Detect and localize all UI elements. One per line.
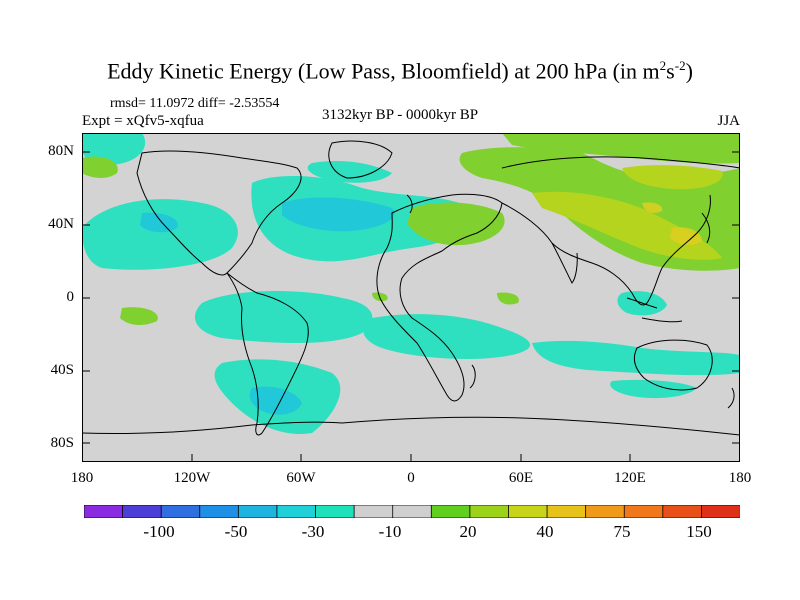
colorbar-label: 40 — [536, 522, 554, 541]
colorbar-swatch — [315, 504, 355, 519]
colorbar-label: 20 — [459, 522, 477, 541]
colorbar-swatch — [353, 504, 394, 519]
colorbar-swatch — [392, 504, 432, 519]
lat-label: 80S — [50, 435, 74, 451]
colorbar-swatch — [469, 504, 510, 519]
map-panel — [81, 133, 741, 462]
colorbar-label: -50 — [224, 522, 248, 541]
positive-anomaly-core — [532, 165, 723, 260]
colorbar-label: -100 — [143, 522, 175, 541]
lon-label: 180 — [728, 470, 752, 486]
colorbar-swatch — [585, 504, 625, 519]
season-label: JJA — [717, 113, 740, 129]
stats-line: rmsd= 11.0972 diff= -2.53554 — [110, 96, 280, 111]
colorbar-swatch — [662, 504, 703, 519]
lon-label: 180 — [70, 470, 94, 486]
colorbar-swatch — [83, 504, 124, 519]
positive-anomaly-peak — [642, 202, 702, 245]
lat-label: 40N — [48, 216, 74, 232]
colorbar-svg — [83, 504, 741, 519]
coastlines — [81, 140, 741, 436]
colorbar-label: 150 — [686, 522, 712, 541]
lat-label: 40S — [50, 362, 74, 378]
experiment-label: Expt = xQfv5-xqfua — [82, 113, 204, 129]
colorbar-swatch — [160, 504, 201, 519]
colorbar-swatch — [276, 504, 317, 519]
colorbar-label: 75 — [613, 522, 631, 541]
colorbar-swatch — [546, 504, 587, 519]
map-svg — [81, 133, 741, 462]
negative-anomaly-core — [140, 197, 395, 415]
lon-label: 60E — [508, 470, 534, 486]
colorbar-swatch — [237, 504, 278, 519]
lon-label: 60W — [286, 470, 316, 486]
colorbar-swatch — [623, 504, 664, 519]
lon-label: 0 — [407, 470, 415, 486]
lat-label: 80N — [48, 143, 74, 159]
colorbar-swatch — [508, 504, 548, 519]
colorbar-swatch — [430, 504, 471, 519]
negative-anomaly-regions — [82, 133, 740, 434]
colorbar-swatch — [122, 504, 162, 519]
colorbar-label: -10 — [378, 522, 402, 541]
lon-label: 120E — [614, 470, 646, 486]
colorbar-swatch — [199, 504, 240, 519]
axis-ticks — [82, 151, 740, 462]
lon-label: 120W — [173, 470, 211, 486]
colorbar-label: -30 — [301, 522, 325, 541]
period-label: 3132kyr BP - 0000kyr BP — [321, 107, 479, 123]
colorbar — [83, 504, 741, 519]
lat-label: 0 — [66, 289, 75, 305]
chart-title: Eddy Kinetic Energy (Low Pass, Bloomfiel… — [107, 58, 693, 84]
colorbar-swatch — [701, 504, 741, 519]
